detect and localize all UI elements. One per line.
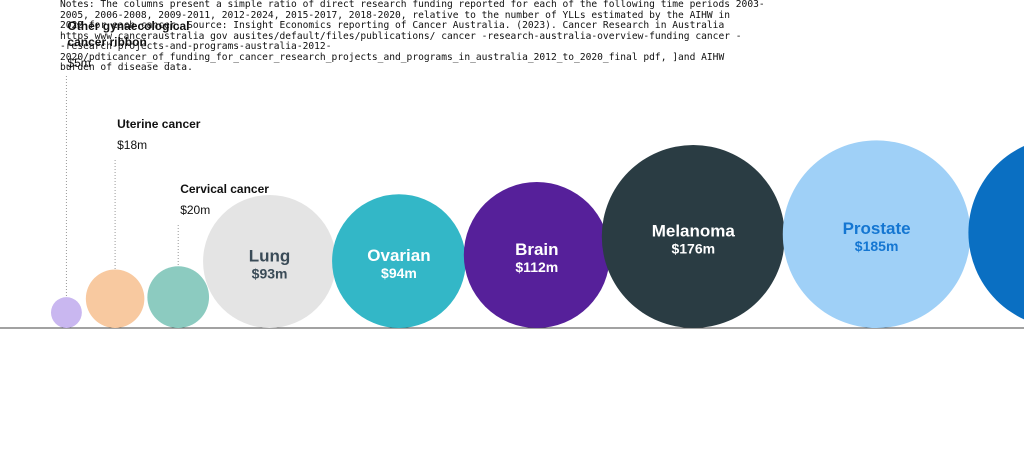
bubble-other-gynaecological-cancer-ribbon-name: cancer ribbon [67,35,146,49]
bubble-uterine-cancer-circle [85,269,145,328]
bubble-ovarian-value: $94m [381,265,417,281]
bubble-uterine-cancer-value: $18m [117,138,147,152]
bubble-lung: Lung$93m [203,194,337,328]
bubble-brain-value: $112m [515,259,558,275]
bubble-melanoma: Melanoma$176m [601,145,785,328]
bubble-other-gynaecological-cancer-ribbon-value: $5m [67,56,90,70]
bubble-melanoma-circle [601,145,785,328]
bubble-cervical-cancer-value: $20m [180,203,210,217]
bubble-prostate-value: $185m [855,238,899,254]
bubble-brain-name: Brain [515,240,558,259]
bubble-ovarian-circle [332,194,466,328]
bubble-lung-circle [203,194,337,328]
bubble-brain: Brain$112m [463,182,610,328]
bubble-other-gynaecological-cancer-ribbon-circle [51,297,82,329]
bubble-melanoma-name: Melanoma [652,222,736,241]
bubble-ovarian: Ovarian$94m [332,194,466,328]
bubble-bowel-circle [968,146,1024,320]
bubble-cervical-cancer: Cervical cancer $20m [147,182,269,328]
bubble-prostate-circle [782,140,971,328]
bubble-lung-value: $93m [252,265,288,281]
bubble-chart: Other gynaecological cancer ribbon $5m Uter… [0,19,1024,329]
notes: Notes: The columns present a simple rati… [60,0,810,74]
notes-paragraph-1: Notes: The columns present a simple rati… [60,0,765,31]
bubble-bowel: Bowel$191m [968,146,1024,320]
bubble-brain-circle [463,182,610,328]
notes-paragraph-2: https www canceraustralia gov ausites/de… [60,30,742,73]
bubble-other-gynaecological-cancer-ribbon-name: Other gynaecological [67,19,189,33]
bubble-ovarian-name: Ovarian [367,246,430,265]
bubble-uterine-cancer: Uterine cancer $18m [85,117,201,328]
bubble-other-gynaecological-cancer-ribbon: Other gynaecological cancer ribbon $5m [51,19,189,329]
bubble-cervical-cancer-name: Cervical cancer [180,182,269,196]
bubble-prostate-name: Prostate [843,219,911,238]
bubble-lung-name: Lung [249,246,291,265]
bubble-cervical-cancer-circle [147,266,210,328]
bubble-prostate: Prostate$185m [782,140,971,328]
bubble-uterine-cancer-name: Uterine cancer [117,117,201,131]
bubble-melanoma-value: $176m [671,241,715,257]
